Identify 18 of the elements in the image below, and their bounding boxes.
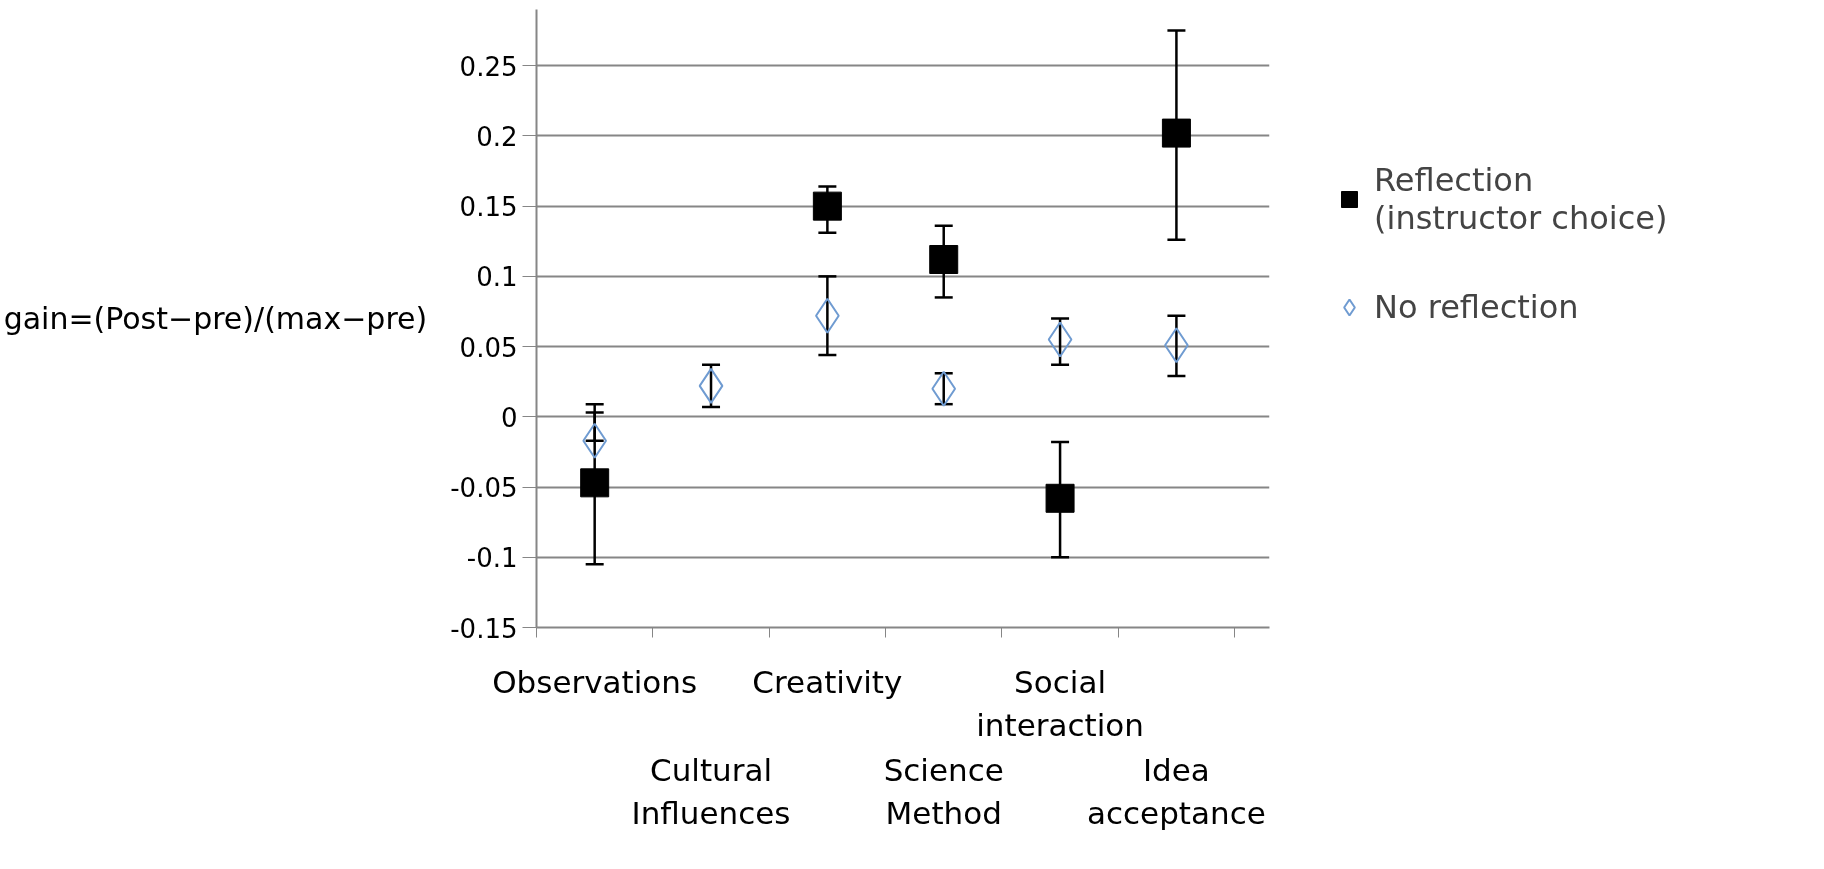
- y-tick-label: -0.05: [450, 473, 518, 504]
- y-axis-title: gain=(Post−pre)/(max−pre): [3, 301, 428, 336]
- x-tick-label: Science Method: [883, 751, 1004, 831]
- y-tick-label: 0: [500, 402, 518, 433]
- y-tick-label: 0.05: [459, 332, 518, 363]
- y-tick-label: -0.15: [450, 613, 518, 644]
- x-tick-label: Observations: [492, 663, 698, 700]
- x-tick-label: Cultural Influences: [631, 751, 791, 831]
- y-tick-label: 0.15: [459, 192, 518, 223]
- y-tick-label: 0.25: [459, 51, 518, 82]
- x-tick-label: Social interaction: [976, 663, 1144, 743]
- x-tick-label: Creativity: [752, 663, 903, 700]
- y-tick-label: 0.2: [476, 121, 518, 152]
- legend-label: No reflection: [1374, 288, 1579, 326]
- y-tick-label: 0.1: [476, 262, 518, 293]
- legend-label: Reflection (instructor choice): [1374, 161, 1668, 237]
- y-tick-label: -0.1: [466, 543, 518, 574]
- x-tick-label: Idea acceptance: [1087, 751, 1266, 831]
